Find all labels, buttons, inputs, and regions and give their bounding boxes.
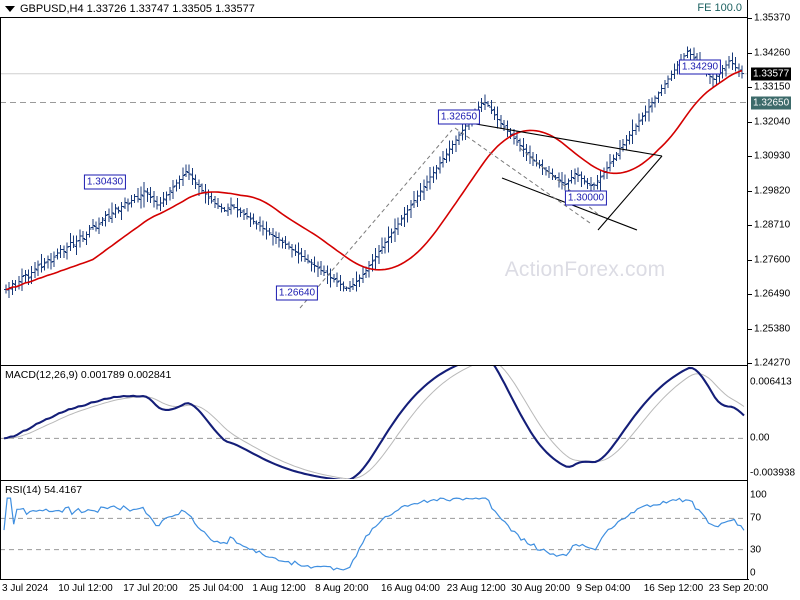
fe-level-label: FE 100.0 — [697, 2, 742, 14]
price-axis-tick: 1.28710 — [754, 219, 791, 231]
time-axis-tick: 1 Aug 12:00 — [252, 583, 306, 594]
rsi-axis-tick: 70 — [750, 512, 762, 524]
frame-rsi-divider — [0, 480, 748, 481]
rsi-axis-tick: 0 — [750, 567, 756, 579]
axis-tick-mark — [748, 156, 752, 157]
price-axis-tick: 1.24270 — [754, 357, 791, 369]
macd-axis-tick: -0.003938 — [750, 467, 796, 479]
triangle-down-icon[interactable] — [5, 6, 15, 12]
time-axis-tick: 16 Sep 12:00 — [643, 583, 704, 594]
price-axis-tick: 1.30930 — [754, 150, 791, 162]
level-price-tag: 1.32650 — [751, 96, 792, 110]
frame-axis-divider — [747, 0, 748, 580]
price-annotation[interactable]: 1.32650 — [437, 109, 481, 125]
time-axis-tick: 17 Jul 20:00 — [123, 583, 178, 594]
time-axis-tick: 8 Aug 20:00 — [315, 583, 369, 594]
price-axis-tick: 1.34260 — [754, 47, 791, 58]
price-axis-tick: 1.25380 — [754, 323, 791, 334]
macd-chart-svg — [0, 366, 748, 479]
macd-indicator-panel[interactable] — [0, 366, 748, 479]
symbol-quote-label: GBPUSD,H4 1.33726 1.33747 1.33505 1.3357… — [20, 3, 255, 15]
frame-left — [0, 17, 1, 580]
axis-tick-mark — [748, 190, 752, 192]
time-axis-tick: 9 Sep 04:00 — [576, 583, 631, 594]
time-axis: 3 Jul 2024 10 Jul 12:00 17 Jul 20:00 25 Jul… — [0, 580, 768, 600]
axis-tick-mark — [748, 87, 752, 88]
frame-bottom — [0, 579, 749, 580]
axis-tick-mark — [748, 225, 752, 226]
axis-tick-mark — [748, 121, 752, 123]
frame-macd-divider — [0, 365, 748, 366]
price-axis-tick: 1.33150 — [754, 81, 791, 93]
time-axis-tick: 25 Jul 04:00 — [188, 583, 244, 594]
current-price-tag: 1.33577 — [751, 67, 792, 81]
price-chart-panel[interactable] — [0, 18, 748, 363]
price-axis-tick: 1.29820 — [754, 185, 791, 196]
macd-axis-tick: 0.00 — [750, 432, 770, 444]
time-axis-tick: 16 Aug 04:00 — [381, 583, 440, 594]
price-annotation[interactable]: 1.30430 — [83, 174, 127, 190]
price-annotation[interactable]: 1.26640 — [275, 285, 319, 301]
rsi-axis-tick: 30 — [750, 544, 762, 556]
axis-tick-mark — [748, 259, 752, 261]
price-axis-tick: 1.27600 — [754, 254, 791, 265]
price-axis-column[interactable]: 1.35370 1.34260 1.33150 1.32040 1.30930 1.298… — [748, 0, 800, 580]
macd-axis-tick: 0.006413 — [750, 376, 792, 388]
price-chart-svg — [0, 46, 748, 309]
time-axis-tick: 10 Jul 12:00 — [58, 583, 113, 594]
axis-tick-mark — [748, 294, 752, 295]
frame-top — [0, 17, 748, 18]
time-axis-tick: 23 Sep 20:00 — [708, 583, 769, 594]
frame-header-right — [747, 0, 748, 18]
chart-header: GBPUSD,H4 1.33726 1.33747 1.33505 1.3357… — [0, 0, 800, 18]
time-axis-tick: 30 Aug 20:00 — [511, 583, 571, 594]
axis-tick-mark — [748, 328, 752, 330]
time-axis-tick: 3 Jul 2024 — [2, 583, 49, 594]
price-annotation[interactable]: 1.30000 — [564, 190, 608, 206]
rsi-indicator-panel[interactable] — [0, 481, 748, 579]
time-axis-tick: 23 Aug 12:00 — [446, 583, 506, 594]
axis-tick-mark — [748, 52, 752, 54]
rsi-axis-tick: 100 — [750, 489, 767, 501]
axis-tick-mark — [748, 18, 752, 19]
price-annotation[interactable]: 1.34290 — [678, 59, 722, 75]
axis-tick-mark — [748, 363, 752, 364]
price-axis-tick: 1.26490 — [754, 288, 791, 300]
price-axis-tick: 1.32040 — [754, 116, 791, 127]
rsi-chart-svg — [0, 497, 748, 571]
